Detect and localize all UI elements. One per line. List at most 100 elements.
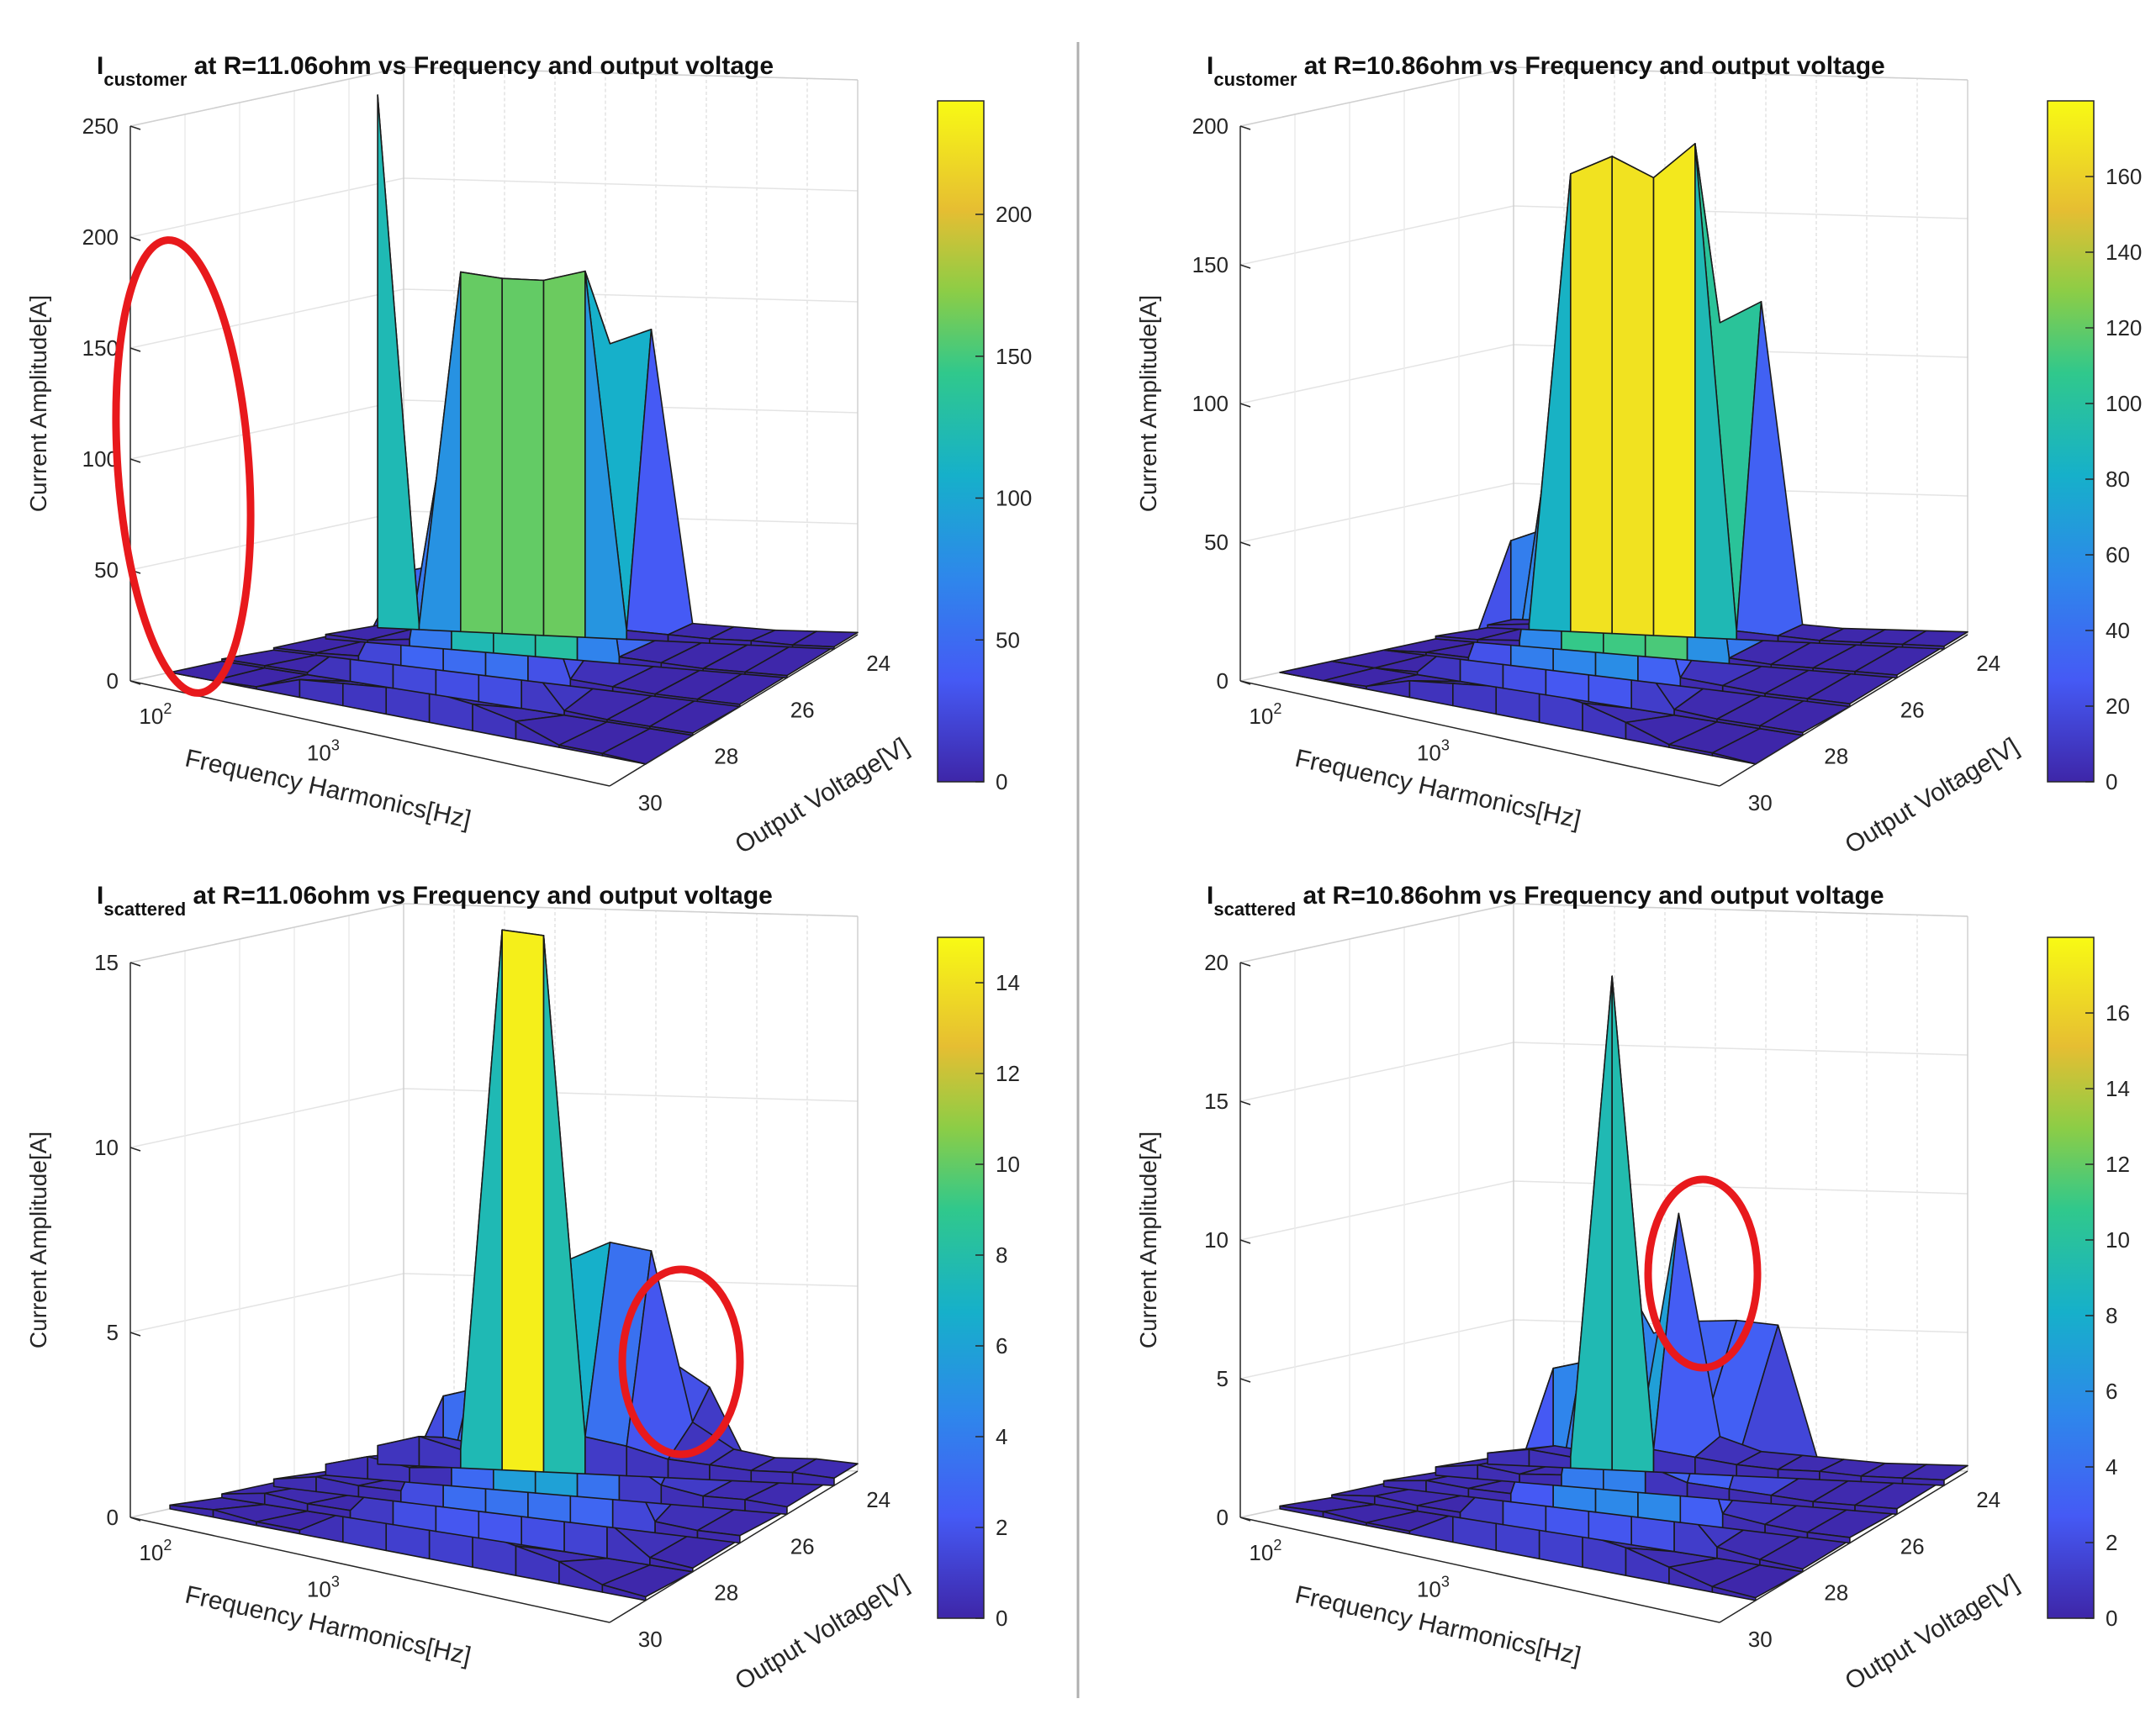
- z-tick: [1239, 1517, 1251, 1522]
- surface: [169, 929, 859, 1601]
- surface-wall: [1570, 156, 1613, 635]
- grid-line: [1513, 1180, 1968, 1195]
- y-tick-label: 28: [714, 744, 738, 769]
- grid-line: [403, 1088, 859, 1102]
- surface-wall: [1806, 1531, 1851, 1544]
- axis-edge: [403, 66, 859, 81]
- x-tick-label: 102: [1249, 1537, 1281, 1565]
- y-tick-label: 26: [790, 697, 815, 722]
- x-axis-line: [1239, 1517, 1720, 1623]
- surface-wall: [1854, 670, 1898, 679]
- surface-wall: [649, 1557, 694, 1573]
- z-tick: [129, 962, 141, 967]
- grid-line: [1239, 205, 1514, 266]
- colorbar-tick-label: 8: [2106, 1303, 2117, 1328]
- y-tick-label: 24: [866, 651, 890, 676]
- z-tick: [129, 1517, 141, 1522]
- y-tick-label: 30: [638, 1627, 663, 1652]
- annotation-ellipse: [112, 236, 255, 697]
- colorbar-tick-label: 4: [2106, 1454, 2117, 1480]
- z-tick: [129, 125, 141, 130]
- grid-line: [1513, 1042, 1968, 1056]
- x-tick-label: 102: [139, 700, 172, 729]
- x-tick-label: 102: [139, 1537, 172, 1565]
- surface-wall: [1711, 752, 1757, 765]
- surface-wall: [299, 678, 344, 707]
- grid-line: [1239, 1180, 1514, 1241]
- colorbar-tick-label: 0: [996, 769, 1007, 794]
- surface-wall: [791, 1471, 835, 1486]
- surface-wall: [750, 1469, 794, 1485]
- colorbar-gradient: [2047, 100, 2095, 783]
- grid-line: [129, 510, 404, 571]
- z-tick: [1239, 1100, 1251, 1105]
- y-axis-label: Output Voltage[V]: [1841, 733, 2024, 860]
- colorbar-tick-label: 16: [2106, 1000, 2130, 1026]
- z-axis-label: Current Amplitude[A]: [25, 1132, 51, 1348]
- surface-wall: [744, 671, 788, 679]
- grid-line: [1239, 1042, 1514, 1102]
- grid-line: [1239, 344, 1514, 404]
- z-tick-label: 0: [1217, 668, 1229, 694]
- colorbar: 0 2 4 6 8 10 12 14 16: [2047, 936, 2130, 1631]
- y-axis-line: [609, 634, 859, 787]
- surface-wall: [1452, 683, 1498, 715]
- surface-wall: [460, 271, 503, 635]
- grid-line: [1239, 483, 1514, 543]
- z-axis-label: Current Amplitude[A]: [1135, 295, 1161, 512]
- colorbar-tick-label: 14: [996, 970, 1020, 995]
- z-tick-label: 15: [1204, 1089, 1229, 1114]
- colorbar-tick-label: 14: [2106, 1076, 2130, 1101]
- y-tick-label: 28: [1824, 744, 1848, 769]
- colorbar: 0 2 4 6 8 10 12 14: [937, 936, 1020, 1631]
- chart-title: Iscattered at R=11.06ohm vs Frequency an…: [97, 882, 773, 920]
- colorbar-tick-label: 2: [996, 1515, 1007, 1540]
- colorbar-tick-label: 120: [2106, 315, 2142, 340]
- axis-edge: [403, 903, 859, 917]
- colorbar-tick-label: 0: [2106, 1606, 2117, 1631]
- y-tick-label: 26: [790, 1533, 815, 1559]
- y-tick-label: 26: [1900, 1533, 1925, 1559]
- surface-wall: [1806, 698, 1851, 708]
- z-tick-label: 20: [1204, 950, 1229, 975]
- z-tick: [1239, 1239, 1251, 1244]
- z-axis-label: Current Amplitude[A]: [1135, 1132, 1161, 1348]
- colorbar-tick-label: 160: [2106, 164, 2142, 189]
- surface-wall: [1652, 143, 1696, 639]
- chart-panel-1: 0 50 100 150 200 250 Current Amplitude[A] 102 10…: [25, 52, 1032, 859]
- surface-wall: [601, 752, 647, 765]
- x-axis-line: [129, 680, 610, 787]
- surface-wall: [501, 929, 545, 1473]
- z-tick-label: 200: [82, 224, 119, 250]
- colorbar-tick-label: 4: [996, 1424, 1007, 1449]
- grid-line: [129, 1273, 404, 1333]
- y-axis-line: [1719, 1470, 1968, 1623]
- z-tick-label: 10: [94, 1135, 119, 1160]
- y-tick-label: 26: [1900, 697, 1925, 722]
- axis-edge: [1513, 66, 1968, 81]
- z-tick: [129, 236, 141, 241]
- grid-line: [129, 288, 404, 349]
- surface-wall: [1711, 1585, 1757, 1601]
- annotation-ellipse: [1644, 1175, 1762, 1372]
- colorbar-tick-label: 12: [2106, 1152, 2130, 1177]
- y-tick-label: 30: [1748, 790, 1773, 815]
- z-tick-label: 150: [1192, 252, 1229, 277]
- colorbar-tick-label: 10: [2106, 1227, 2130, 1253]
- colorbar-gradient: [2047, 936, 2095, 1619]
- colorbar-tick-label: 10: [996, 1152, 1020, 1177]
- y-tick-label: 28: [1824, 1580, 1848, 1606]
- y-tick-label: 30: [638, 790, 663, 815]
- colorbar-gradient: [937, 936, 985, 1619]
- y-tick-label: 28: [714, 1580, 738, 1606]
- z-tick: [1239, 680, 1251, 685]
- z-tick: [1239, 1378, 1251, 1383]
- z-tick-label: 0: [107, 1505, 119, 1530]
- surface-wall: [1408, 679, 1454, 707]
- colorbar-tick-label: 8: [996, 1242, 1007, 1268]
- z-tick: [1239, 403, 1251, 408]
- z-tick: [129, 1147, 141, 1152]
- colorbar-tick-label: 0: [996, 1606, 1007, 1631]
